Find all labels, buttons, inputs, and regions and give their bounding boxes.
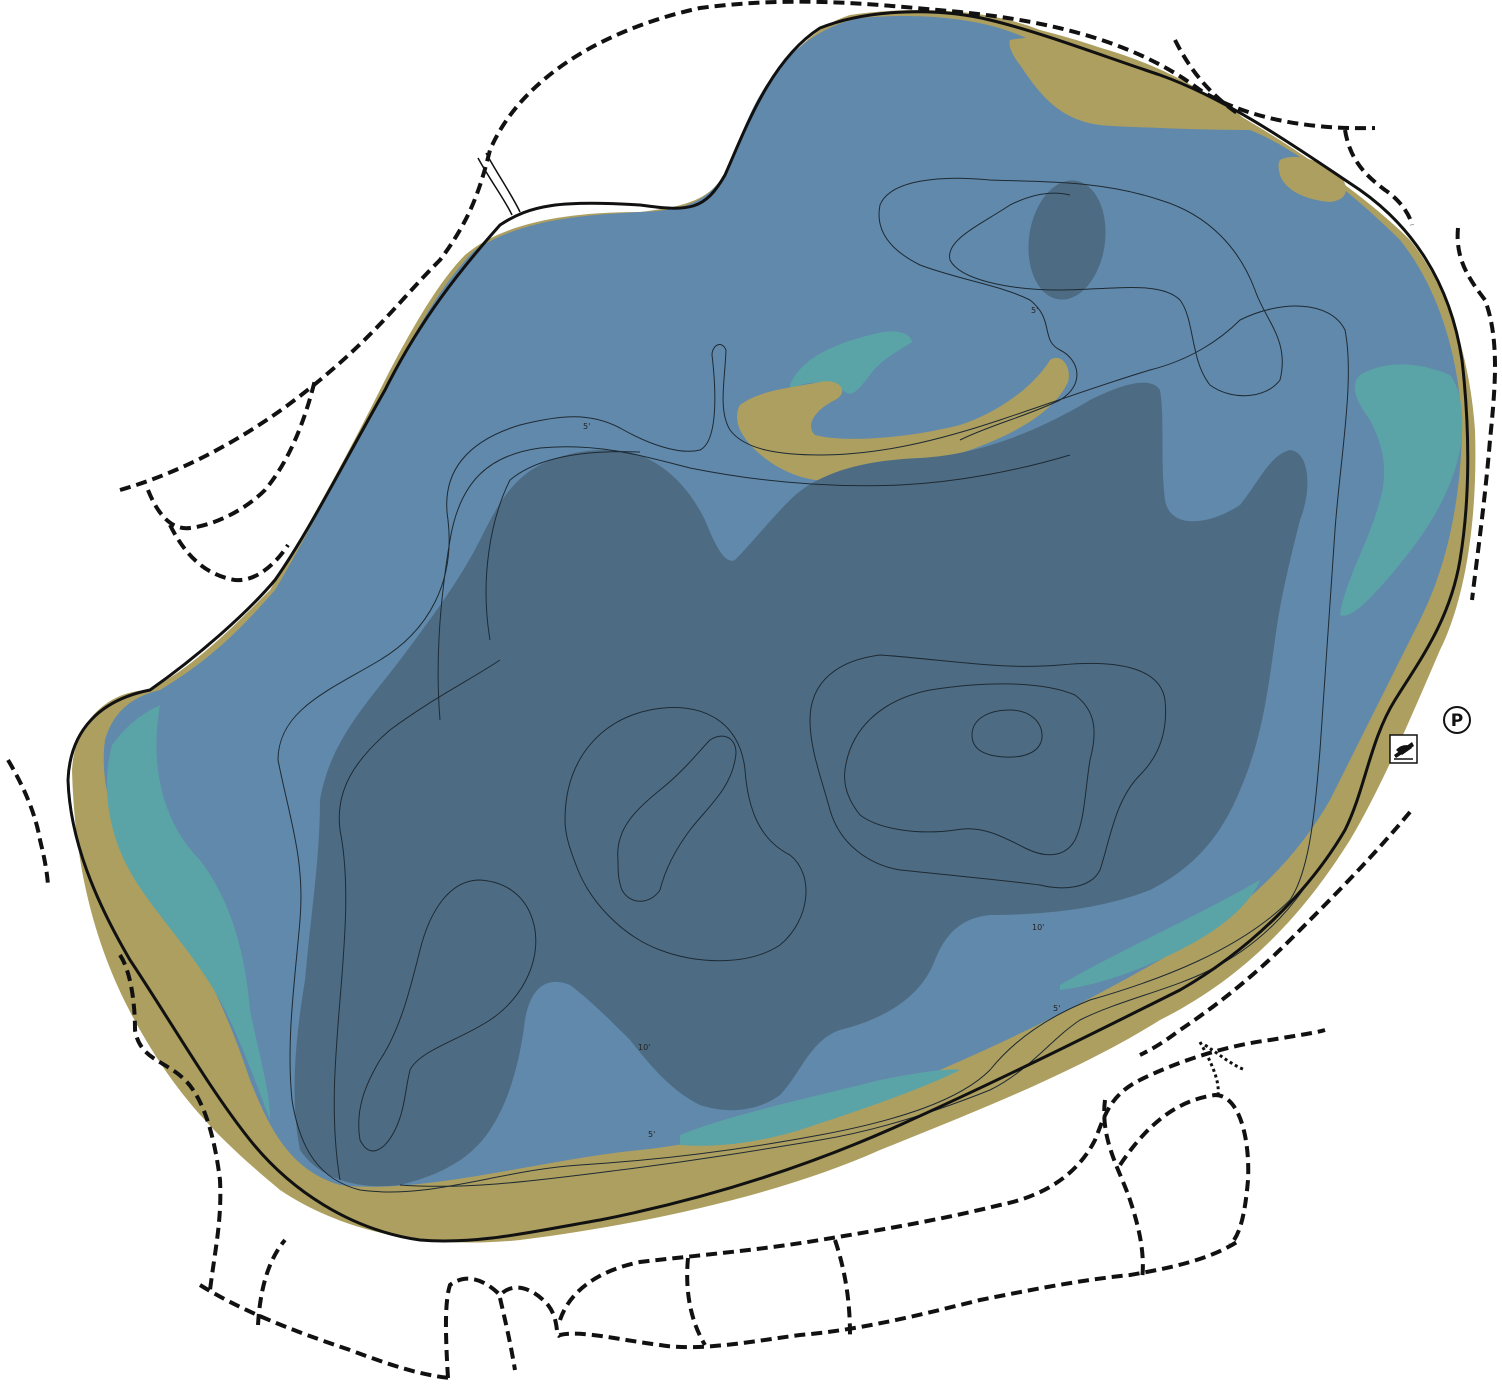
vegetation-north [790,331,912,394]
depth-label-5ft: 5' [583,422,590,431]
deep-water-area [294,382,1308,1187]
contour-12ft-center [617,735,737,902]
trail-north-inlet [477,152,521,216]
depth-label-5ft: 5' [1053,1004,1060,1013]
trail-south [443,1028,1326,1379]
trail-northeast-spur [1173,39,1414,226]
contour-10ft-left-lobe [358,879,537,1152]
parking-icon: P [1443,706,1471,734]
contour-14ft-east [971,709,1043,758]
shoreline [66,10,1470,1243]
sand-northeast [1009,37,1250,130]
trail-south-boundary [118,953,451,1380]
vegetation-east [1340,364,1463,616]
trail-north [119,0,1376,492]
contour-5ft-west [277,305,1349,1193]
sand-bar-north [737,357,1069,481]
contour-5ft-north-loop [878,177,1283,441]
trail-east [1455,227,1497,601]
svg-text:P: P [1451,711,1463,731]
trail-west-edge [6,758,50,886]
trail-west-loop [146,379,317,583]
trail-southeast [1139,810,1412,1057]
depth-label-10ft: 10' [1032,923,1044,932]
boat-launch-icon [1389,734,1418,764]
contour-10ft-center [564,707,807,962]
vegetation-south [680,1069,960,1146]
contour-inner-west [437,446,1071,721]
contour-10ft-east [809,654,1167,889]
vegetation-west [106,705,270,1120]
depth-label-5ft: 5' [1031,306,1038,315]
vegetation-southeast [1060,880,1260,990]
trail-southeast-spur [1198,1041,1246,1096]
depth-label-10ft: 10' [638,1043,650,1052]
contour-12ft-east [844,683,1095,856]
deep-hole-north [1028,180,1106,300]
depth-label-5ft: 5' [648,1130,655,1139]
